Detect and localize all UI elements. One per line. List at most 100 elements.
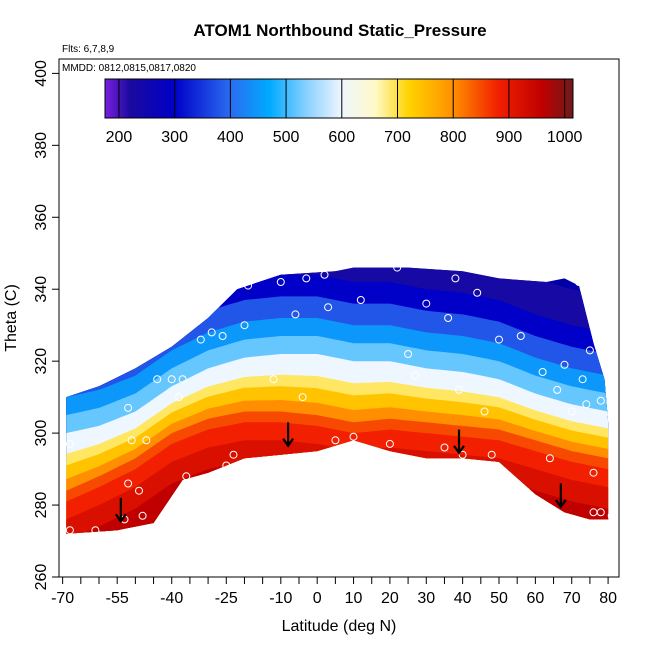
x-tick-label: -40 [160,590,183,607]
sample-point [124,479,133,488]
sample-point [393,263,402,272]
sample-point [65,439,74,448]
sample-point [207,328,216,337]
sample-point [356,296,365,304]
sample-point [458,450,467,459]
sample-point [124,403,133,412]
sample-point [411,371,420,380]
sample-point [127,436,136,445]
sample-point [302,274,311,283]
sample-point [320,270,329,279]
sample-point [487,450,496,459]
sample-point [385,439,394,448]
sample-point [480,407,489,416]
colorbar-tick-label: 400 [217,129,244,146]
colorbar-tick-label: 1000 [547,129,583,146]
x-axis: -70 -55 -40 -25 -10 0 10 20 30 40 50 60 70 80 [51,577,617,607]
x-tick-label: 10 [345,590,363,607]
sample-point [240,321,249,330]
x-tick-label: 80 [599,590,617,607]
colorbar-gradient [104,78,574,119]
sample-point [607,511,616,520]
sample-point [604,360,613,369]
sample-point [244,281,253,290]
sample-point [298,393,307,402]
sample-point [444,314,453,322]
x-tick-label: 50 [490,590,508,607]
x-tick-label: 0 [313,590,322,607]
y-axis-label: Theta (C) [3,284,20,352]
sample-point [473,288,482,297]
sample-point [229,450,238,459]
colorbar-tick-label: 900 [496,129,523,146]
colorbar-tick-label: 800 [440,129,467,146]
sample-point [222,461,231,470]
y-tick-label: 340 [33,276,50,303]
sample-point [567,407,576,416]
colorbar-tick-label: 200 [106,129,133,146]
profile-arrow [554,483,567,509]
sample-point [538,368,547,376]
sample-point [495,335,503,344]
sample-point [553,385,562,394]
sample-point [342,260,351,268]
sample-point [135,486,143,495]
sample-point [596,508,605,517]
sample-point [596,396,605,405]
sample-point [349,432,358,441]
y-tick-label: 380 [33,132,50,159]
sample-point [560,360,569,369]
y-tick-label: 400 [33,60,50,87]
sample-point [65,526,74,535]
sample-point [575,278,583,286]
x-axis-label: Latitude (deg N) [282,618,397,635]
sample-point [218,332,227,340]
y-tick-label: 260 [33,564,50,591]
x-tick-label: -25 [215,590,238,607]
sample-point [589,468,598,477]
plot-frame [58,58,620,578]
sample-point [153,375,162,384]
colorbar: 200 300 400 500 600 700 800 900 1000 [104,78,583,146]
profile-arrow [282,422,294,448]
sample-point [429,260,438,268]
sample-point [269,375,278,384]
sample-point [91,526,100,535]
sample-point [142,436,151,445]
profile-arrow [453,429,465,455]
sample-point [324,303,333,312]
sample-point [582,400,591,409]
sample-point [291,310,300,319]
y-tick-label: 280 [33,492,50,519]
colorbar-tick-label: 600 [328,129,355,146]
sample-point [545,454,554,463]
sample-point [451,274,460,283]
sample-point [138,511,147,520]
profile-arrow [114,497,127,524]
dates-note: MMDD: 0812,0815,0817,0820 [62,63,196,74]
colorbar-tick-label: 500 [273,129,300,146]
sample-point [167,375,176,384]
y-tick-label: 320 [33,348,50,375]
x-tick-label: 70 [563,590,581,607]
y-tick-label: 360 [33,204,50,231]
sample-point [331,436,340,445]
profile-arrows [114,422,567,524]
sample-point [182,472,191,481]
x-tick-label: -55 [106,590,129,607]
sample-point [585,346,594,355]
sample-point [175,393,183,402]
y-axis: 260 280 300 320 340 360 380 400 [33,60,59,590]
x-tick-label: 30 [417,590,435,607]
x-tick-label: -70 [51,590,74,607]
sample-point [607,407,616,416]
x-tick-label: -10 [269,590,292,607]
x-tick-label: 40 [454,590,472,607]
flights-note: Flts: 6,7,8,9 [62,44,115,55]
sample-point [422,299,431,308]
x-tick-label: 60 [526,590,544,607]
sample-point [516,332,525,340]
colorbar-tick-label: 300 [161,129,188,146]
sample-point [440,443,449,452]
